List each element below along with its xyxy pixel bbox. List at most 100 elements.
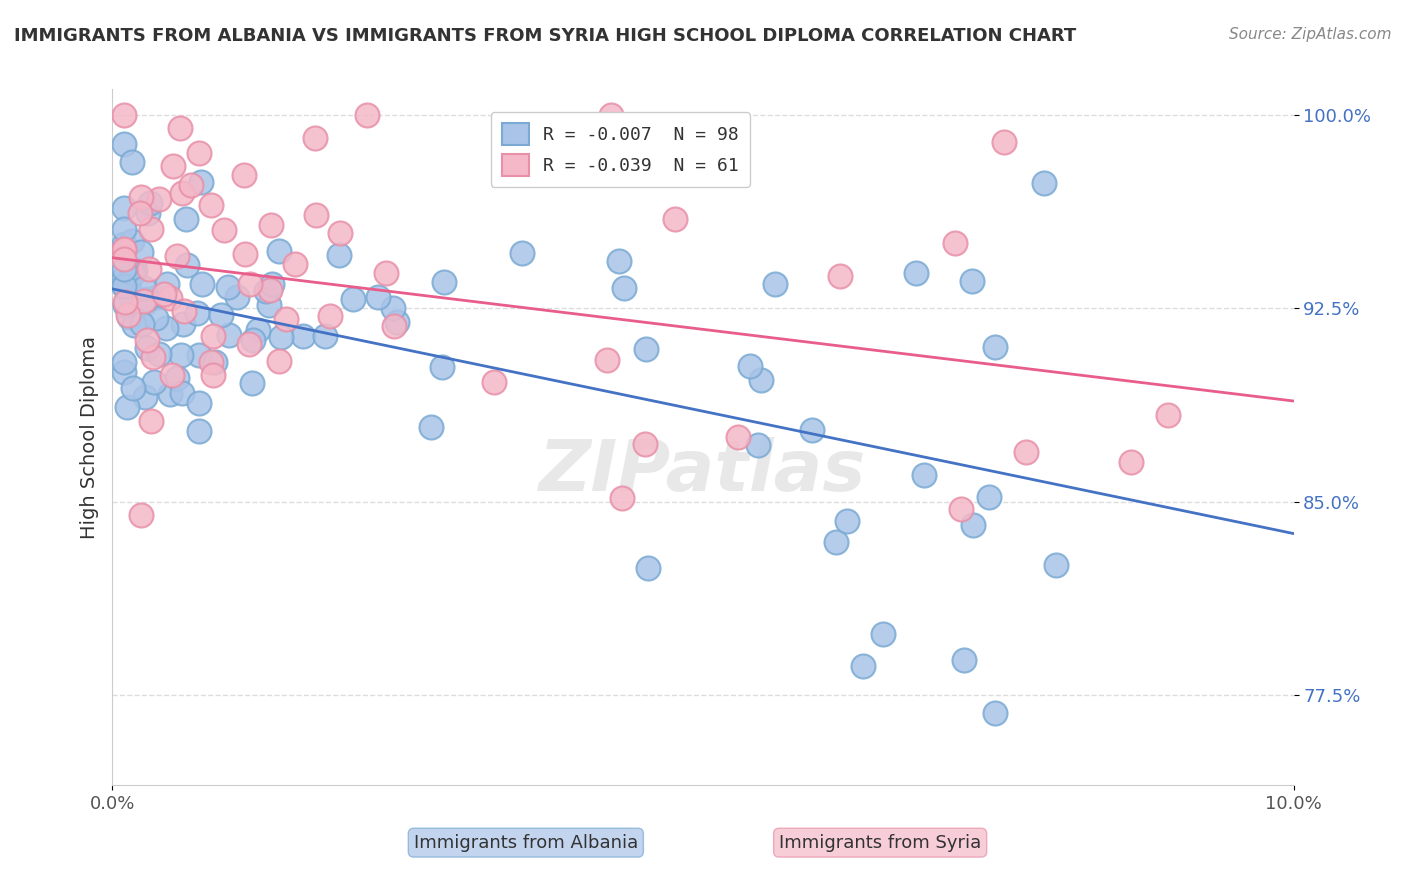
albania bbox=[186, 306, 208, 320]
syria bbox=[950, 502, 973, 516]
albania bbox=[962, 274, 984, 288]
syria bbox=[112, 242, 135, 256]
albania bbox=[124, 263, 146, 277]
albania bbox=[607, 253, 630, 268]
syria bbox=[329, 226, 352, 240]
albania bbox=[122, 318, 145, 333]
syria bbox=[238, 336, 260, 351]
albania bbox=[132, 281, 155, 295]
albania bbox=[432, 359, 454, 374]
syria bbox=[239, 277, 262, 291]
syria bbox=[284, 257, 307, 271]
Y-axis label: High School Diploma: High School Diploma bbox=[80, 335, 98, 539]
syria bbox=[131, 190, 153, 204]
albania bbox=[122, 381, 145, 395]
albania bbox=[146, 290, 169, 304]
albania bbox=[979, 490, 1001, 504]
syria bbox=[153, 287, 176, 301]
albania bbox=[291, 329, 314, 343]
albania bbox=[983, 706, 1005, 720]
albania bbox=[117, 273, 139, 287]
syria bbox=[212, 223, 235, 237]
albania bbox=[905, 266, 928, 280]
syria bbox=[305, 209, 328, 223]
syria bbox=[610, 491, 633, 506]
albania bbox=[187, 424, 209, 438]
syria bbox=[138, 262, 160, 277]
albania bbox=[120, 285, 142, 299]
syria bbox=[943, 235, 966, 250]
Text: ZIPatlas: ZIPatlas bbox=[540, 437, 866, 507]
albania bbox=[112, 222, 135, 236]
albania bbox=[148, 346, 170, 360]
Text: Immigrants from Albania: Immigrants from Albania bbox=[413, 834, 638, 852]
syria bbox=[200, 355, 222, 369]
syria bbox=[993, 135, 1015, 149]
Text: Immigrants from Syria: Immigrants from Syria bbox=[779, 834, 981, 852]
albania bbox=[382, 301, 405, 315]
albania bbox=[270, 330, 292, 344]
albania bbox=[172, 317, 194, 331]
albania bbox=[136, 205, 159, 219]
syria bbox=[1157, 409, 1180, 423]
syria bbox=[188, 146, 211, 161]
albania bbox=[765, 277, 787, 292]
syria bbox=[259, 283, 281, 297]
syria bbox=[356, 108, 378, 122]
albania bbox=[114, 298, 136, 312]
albania bbox=[129, 245, 152, 260]
albania bbox=[115, 400, 138, 414]
syria bbox=[141, 221, 163, 235]
albania bbox=[121, 234, 143, 248]
albania bbox=[385, 315, 408, 329]
albania bbox=[138, 196, 160, 211]
albania bbox=[432, 275, 454, 289]
albania bbox=[135, 341, 157, 355]
albania bbox=[176, 258, 198, 272]
syria bbox=[304, 131, 326, 145]
albania bbox=[962, 518, 984, 533]
syria bbox=[200, 197, 222, 211]
syria bbox=[274, 312, 297, 326]
syria bbox=[142, 350, 165, 364]
albania bbox=[801, 423, 824, 437]
albania bbox=[134, 295, 156, 310]
albania bbox=[749, 373, 772, 387]
syria bbox=[375, 266, 398, 280]
albania bbox=[420, 419, 443, 434]
syria bbox=[634, 437, 657, 451]
albania bbox=[122, 266, 145, 280]
albania bbox=[204, 354, 226, 368]
syria bbox=[180, 178, 202, 192]
syria bbox=[260, 219, 283, 233]
syria bbox=[117, 308, 139, 322]
albania bbox=[117, 310, 139, 325]
albania bbox=[112, 262, 135, 277]
albania bbox=[112, 270, 135, 285]
albania bbox=[187, 396, 209, 410]
albania bbox=[872, 626, 894, 640]
albania bbox=[225, 290, 247, 304]
syria bbox=[132, 294, 155, 309]
syria bbox=[166, 249, 188, 263]
syria bbox=[173, 303, 195, 318]
syria bbox=[159, 292, 181, 306]
albania bbox=[262, 277, 284, 291]
syria bbox=[319, 309, 342, 323]
albania bbox=[143, 376, 166, 390]
syria bbox=[600, 108, 623, 122]
syria bbox=[112, 108, 135, 122]
syria bbox=[1119, 455, 1142, 469]
albania bbox=[209, 309, 232, 323]
albania bbox=[637, 561, 659, 575]
Legend: R = -0.007  N = 98, R = -0.039  N = 61: R = -0.007 N = 98, R = -0.039 N = 61 bbox=[491, 112, 749, 187]
albania bbox=[170, 348, 193, 362]
albania bbox=[254, 284, 277, 298]
albania bbox=[115, 279, 138, 293]
syria bbox=[232, 168, 254, 182]
syria bbox=[1015, 444, 1038, 458]
albania bbox=[852, 658, 875, 673]
syria bbox=[112, 252, 135, 266]
syria bbox=[114, 294, 136, 309]
albania bbox=[246, 323, 269, 337]
